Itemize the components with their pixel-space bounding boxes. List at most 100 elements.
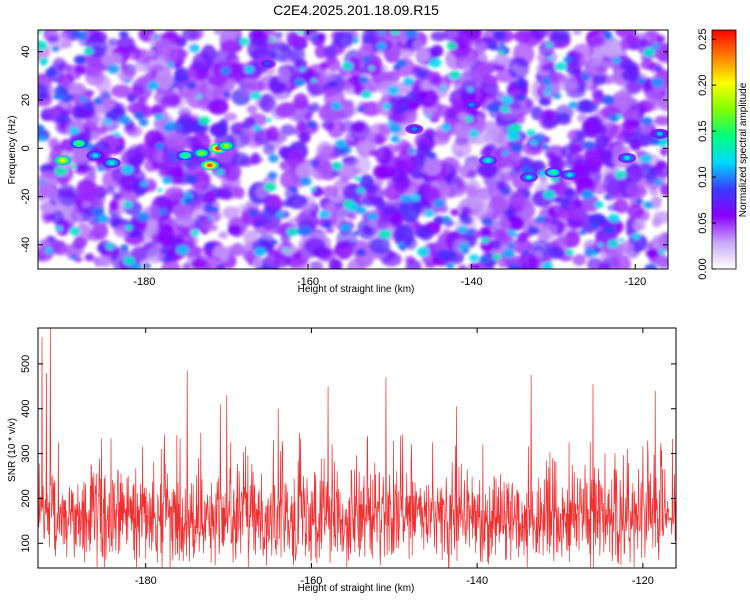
heatmap-cell: [280, 124, 296, 136]
heatmap-cell: [207, 98, 229, 115]
snr-y-tick-label: 200: [20, 489, 32, 507]
heatmap-cell: [155, 69, 174, 91]
heatmap-cell: [561, 144, 575, 160]
heatmap-cell: [449, 70, 461, 80]
heatmap-cell: [131, 263, 143, 269]
snr-y-ticks: 100 200 300 400 500: [20, 355, 676, 553]
heatmap-cell: [637, 77, 646, 84]
heatmap-cell: [405, 259, 422, 269]
heatmap-cell: [526, 129, 536, 137]
heatmap-cell: [387, 86, 400, 95]
heatmap-cell: [192, 51, 213, 74]
heatmap-cell: [635, 198, 644, 205]
heatmap-cell: [366, 184, 384, 205]
heatmap-cell: [116, 72, 125, 78]
heatmap-cell: [220, 67, 231, 75]
heatmap-cell: [652, 43, 660, 50]
heatmap-cell: [376, 165, 396, 179]
heatmap-cell: [374, 30, 392, 43]
heatmap-cell: [78, 106, 96, 120]
heatmap-hotspot-core: [264, 61, 271, 66]
heatmap-cell: [593, 248, 601, 254]
heatmap-cell: [239, 76, 260, 96]
heatmap-cell: [629, 138, 642, 151]
heatmap-cell: [625, 181, 642, 199]
heatmap-cell: [211, 207, 219, 213]
heatmap-cell: [133, 111, 145, 120]
heatmap-cell: [243, 250, 256, 262]
heatmap-cell: [449, 36, 472, 58]
heatmap-cell: [549, 246, 564, 260]
heatmap-cell: [650, 198, 662, 210]
heatmap-cell: [183, 197, 194, 206]
heatmap-cell: [182, 226, 191, 237]
heatmap-cell: [216, 168, 225, 176]
heatmap-cell: [84, 253, 95, 262]
heatmap-cell: [555, 62, 567, 71]
heatmap-cell: [239, 37, 250, 46]
heatmap-cell: [369, 237, 391, 255]
heatmap-cell: [166, 120, 174, 127]
heatmap-cell: [310, 187, 316, 192]
heatmap-cell: [181, 30, 200, 41]
heatmap-cell: [174, 124, 182, 130]
heatmap-cell: [453, 121, 472, 140]
heatmap-cell: [68, 82, 87, 95]
heatmap-cell: [336, 147, 346, 155]
heatmap-cell: [44, 247, 53, 254]
heatmap-cell: [356, 106, 365, 113]
heatmap-cell: [608, 213, 620, 223]
snr-x-axis-label: Height of straight line (km): [298, 583, 415, 594]
heatmap-cell: [83, 102, 92, 109]
heatmap-cell: [268, 249, 279, 257]
heatmap-hotspot-core: [525, 175, 532, 180]
heatmap-cell: [174, 66, 189, 83]
heatmap-cell: [530, 30, 548, 40]
heatmap-cell: [136, 212, 150, 222]
snr-frame: [37, 327, 677, 569]
heatmap-cell: [316, 141, 334, 162]
heatmap-cell: [76, 163, 86, 171]
heatmap-cell: [147, 80, 160, 90]
heatmap-cell: [527, 259, 537, 268]
heatmap-cell: [645, 248, 661, 258]
heatmap-cell: [140, 181, 148, 187]
heatmap-cell: [38, 83, 49, 101]
heatmap-cell: [69, 227, 81, 236]
heatmap-cell: [319, 61, 330, 70]
heatmap-cell: [79, 96, 88, 103]
heatmap-cell: [244, 65, 255, 74]
heatmap-cell: [632, 220, 646, 231]
heatmap-cell: [582, 118, 600, 135]
heatmap-cell: [399, 245, 407, 251]
heatmap-cell: [361, 90, 372, 99]
heatmap-cell: [38, 30, 42, 34]
heatmap-cell: [115, 144, 125, 151]
heatmap-cell: [70, 254, 77, 260]
heatmap-cell: [38, 189, 48, 202]
heatmap-cell: [223, 112, 238, 122]
heatmap-cell: [482, 144, 494, 157]
heatmap-cell: [424, 209, 434, 218]
heatmap-cell: [218, 118, 229, 130]
heatmap-hotspot-core: [108, 160, 115, 165]
heatmap-cell: [299, 67, 306, 72]
heatmap-cell: [408, 148, 416, 155]
heatmap-cell: [93, 141, 110, 153]
heatmap-cell: [189, 44, 200, 53]
heatmap-cell: [58, 187, 76, 199]
heatmap-cell: [127, 46, 142, 61]
heatmap-cell: [598, 262, 612, 269]
heatmap-cell: [508, 169, 521, 176]
heatmap-cell: [603, 225, 616, 235]
heatmap-cell: [43, 107, 62, 118]
heatmap-cell: [467, 87, 474, 92]
heatmap-cell: [96, 126, 108, 135]
heatmap-cell: [282, 241, 293, 249]
heatmap-cell: [376, 42, 387, 51]
heatmap-cell: [506, 125, 516, 132]
heatmap-cell: [297, 30, 303, 34]
heatmap-cell: [340, 175, 349, 184]
heatmap-cell: [651, 77, 664, 88]
heatmap-cell: [462, 248, 470, 254]
